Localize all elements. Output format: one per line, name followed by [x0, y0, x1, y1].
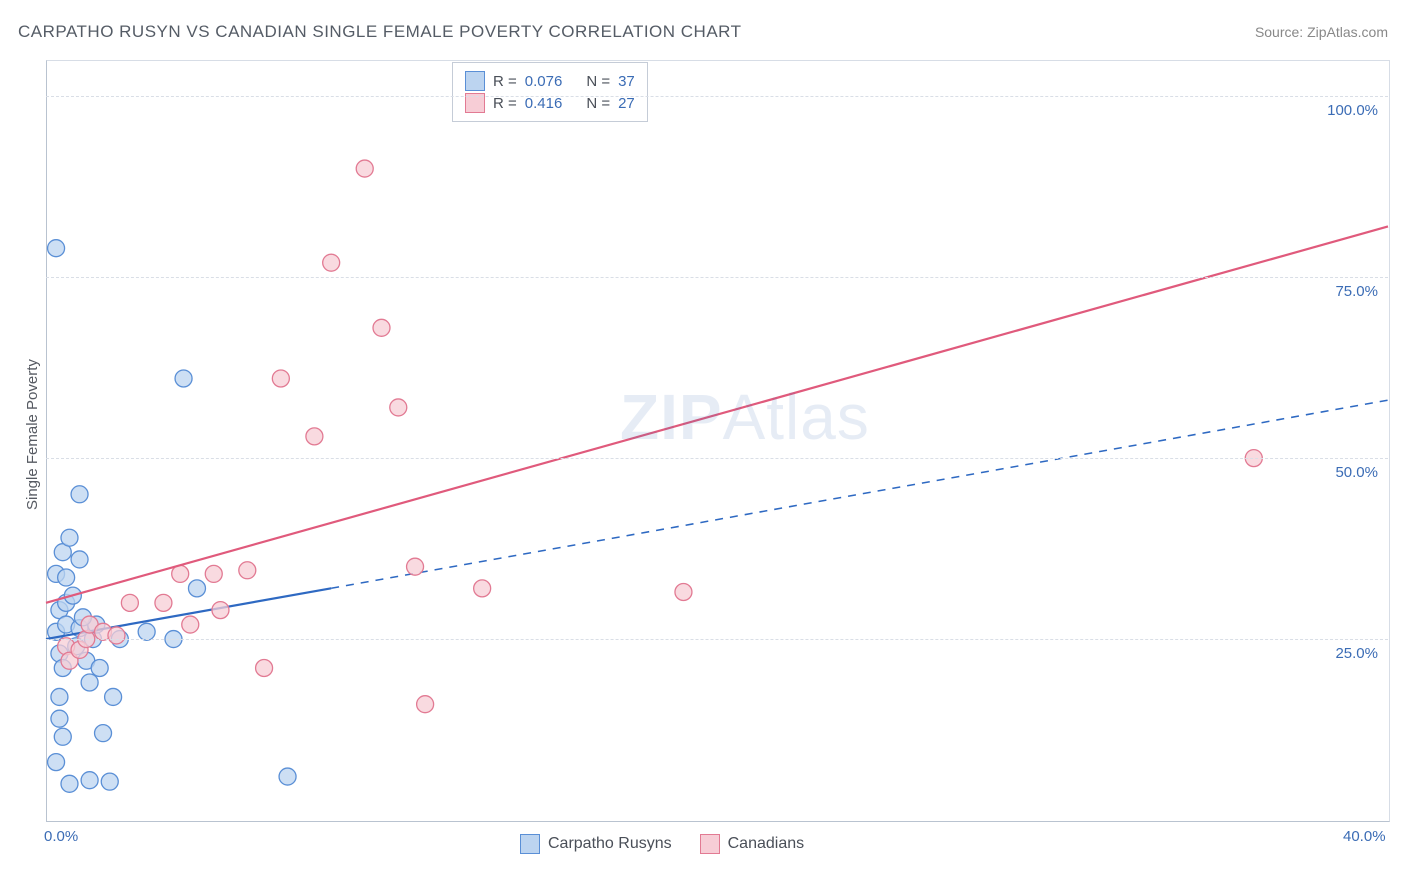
trend-line: [46, 226, 1388, 602]
data-point: [71, 486, 88, 503]
legend-swatch: [520, 834, 540, 854]
data-point: [95, 725, 112, 742]
data-point: [272, 370, 289, 387]
data-point: [390, 399, 407, 416]
data-point: [101, 773, 118, 790]
legend-series-item: Canadians: [700, 834, 805, 854]
legend-r-value: 0.076: [525, 73, 563, 90]
legend-swatch: [465, 71, 485, 91]
data-point: [175, 370, 192, 387]
data-point: [91, 660, 108, 677]
data-point: [48, 240, 65, 257]
legend-correlation: R =0.076N =37R =0.416N =27: [452, 62, 648, 122]
gridline: [46, 277, 1388, 278]
data-point: [108, 627, 125, 644]
y-tick-label: 100.0%: [1318, 102, 1378, 119]
gridline: [46, 96, 1388, 97]
x-tick-label: 40.0%: [1343, 828, 1386, 845]
data-point: [306, 428, 323, 445]
legend-r-label: R =: [493, 73, 517, 90]
legend-series-name: Canadians: [728, 835, 805, 853]
data-point: [61, 529, 78, 546]
gridline: [46, 458, 1388, 459]
data-point: [407, 558, 424, 575]
y-tick-label: 75.0%: [1318, 283, 1378, 300]
data-point: [205, 565, 222, 582]
data-point: [155, 594, 172, 611]
legend-series-item: Carpatho Rusyns: [520, 834, 672, 854]
legend-n-value: 37: [618, 73, 635, 90]
data-point: [182, 616, 199, 633]
data-point: [71, 551, 88, 568]
trend-line-extrapolated: [331, 400, 1388, 588]
legend-n-label: N =: [586, 73, 610, 90]
data-point: [138, 623, 155, 640]
legend-series-name: Carpatho Rusyns: [548, 835, 672, 853]
data-point: [48, 754, 65, 771]
x-tick-label: 0.0%: [44, 828, 78, 845]
scatter-plot-svg: [0, 0, 1406, 892]
y-tick-label: 50.0%: [1318, 464, 1378, 481]
data-point: [356, 160, 373, 177]
data-point: [58, 569, 75, 586]
data-point: [417, 696, 434, 713]
data-point: [121, 594, 138, 611]
data-point: [105, 688, 122, 705]
data-point: [323, 254, 340, 271]
y-tick-label: 25.0%: [1318, 645, 1378, 662]
legend-row: R = 0.076 N = 37: [465, 71, 635, 91]
legend-swatch: [700, 834, 720, 854]
data-point: [54, 728, 71, 745]
data-point: [239, 562, 256, 579]
data-point: [373, 319, 390, 336]
data-point: [51, 710, 68, 727]
data-point: [279, 768, 296, 785]
data-point: [81, 674, 98, 691]
data-point: [256, 660, 273, 677]
data-point: [51, 688, 68, 705]
gridline: [46, 639, 1388, 640]
data-point: [81, 772, 98, 789]
data-point: [188, 580, 205, 597]
data-point: [212, 602, 229, 619]
data-point: [61, 775, 78, 792]
data-point: [675, 584, 692, 601]
data-point: [474, 580, 491, 597]
legend-series: Carpatho Rusyns Canadians: [520, 834, 804, 854]
